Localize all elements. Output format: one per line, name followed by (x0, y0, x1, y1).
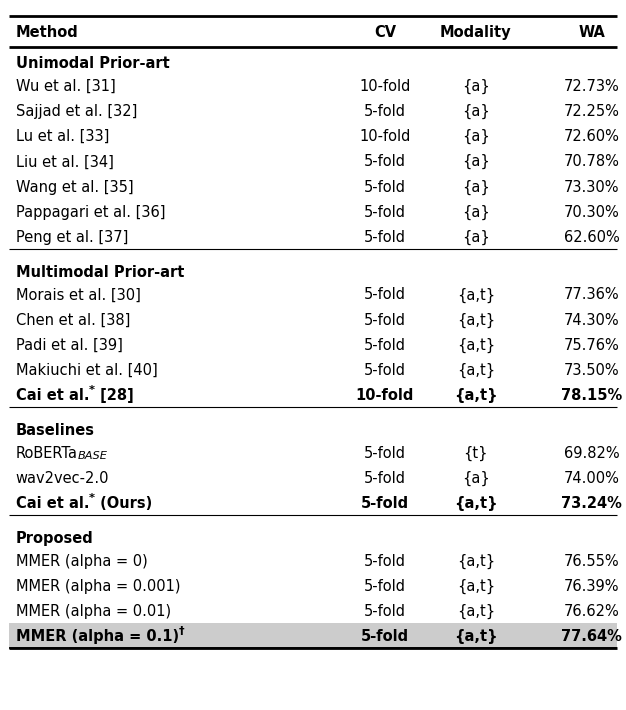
Text: 70.30%: 70.30% (563, 204, 620, 219)
Text: {a}: {a} (462, 471, 490, 486)
Text: CV: CV (374, 25, 396, 40)
Text: Wu et al. [31]: Wu et al. [31] (16, 79, 115, 94)
Text: {a}: {a} (462, 230, 490, 245)
Text: 5-fold: 5-fold (364, 288, 406, 302)
Text: {a}: {a} (462, 154, 490, 170)
Text: Baselines: Baselines (16, 423, 95, 438)
Text: 76.39%: 76.39% (564, 579, 619, 594)
Text: MMER (alpha = 0.1): MMER (alpha = 0.1) (16, 629, 179, 644)
Text: {a,t}: {a,t} (454, 629, 498, 644)
Text: WA: WA (578, 25, 605, 40)
Text: RoBERTa: RoBERTa (16, 446, 78, 461)
Text: 76.62%: 76.62% (563, 604, 620, 619)
Text: Wang et al. [35]: Wang et al. [35] (16, 180, 133, 195)
Text: 5-fold: 5-fold (364, 363, 406, 378)
Text: 72.60%: 72.60% (563, 129, 620, 144)
Text: [28]: [28] (95, 388, 134, 403)
Text: 75.76%: 75.76% (563, 338, 620, 353)
Text: MMER (alpha = 0): MMER (alpha = 0) (16, 554, 147, 569)
Text: {a,t}: {a,t} (457, 554, 495, 569)
Text: 73.50%: 73.50% (564, 363, 619, 378)
Text: 77.36%: 77.36% (564, 288, 619, 302)
Text: {a}: {a} (462, 180, 490, 195)
Text: Peng et al. [37]: Peng et al. [37] (16, 230, 128, 245)
Text: 77.64%: 77.64% (561, 629, 622, 644)
Text: {a,t}: {a,t} (457, 604, 495, 619)
Text: {a}: {a} (462, 79, 490, 94)
Text: 5-fold: 5-fold (364, 471, 406, 486)
Text: Cai et al.: Cai et al. (16, 388, 89, 403)
Text: {a,t}: {a,t} (457, 288, 495, 302)
Text: Unimodal Prior-art: Unimodal Prior-art (16, 56, 170, 71)
Text: {a,t}: {a,t} (457, 338, 495, 353)
Text: 73.30%: 73.30% (564, 180, 619, 195)
Text: Cai et al.: Cai et al. (16, 496, 89, 511)
Text: Method: Method (16, 25, 78, 40)
Text: {a}: {a} (462, 129, 490, 144)
Text: Multimodal Prior-art: Multimodal Prior-art (16, 265, 184, 280)
Text: Modality: Modality (440, 25, 511, 40)
Text: *: * (89, 386, 95, 395)
Text: 10-fold: 10-fold (359, 129, 411, 144)
Text: 10-fold: 10-fold (359, 79, 411, 94)
Text: BASE: BASE (78, 451, 108, 461)
Text: (Ours): (Ours) (95, 496, 152, 511)
Text: 62.60%: 62.60% (563, 230, 620, 245)
Text: 10-fold: 10-fold (356, 388, 414, 403)
Bar (9, 623, 617, 648)
Text: Sajjad et al. [32]: Sajjad et al. [32] (16, 104, 137, 119)
Text: {a,t}: {a,t} (457, 579, 495, 594)
Text: 69.82%: 69.82% (564, 446, 619, 461)
Text: {a,t}: {a,t} (454, 388, 498, 403)
Text: 5-fold: 5-fold (361, 629, 409, 644)
Text: 5-fold: 5-fold (364, 338, 406, 353)
Text: 5-fold: 5-fold (364, 154, 406, 169)
Text: 5-fold: 5-fold (364, 579, 406, 594)
Text: Pappagari et al. [36]: Pappagari et al. [36] (16, 204, 165, 219)
Text: Makiuchi et al. [40]: Makiuchi et al. [40] (16, 363, 157, 378)
Text: 73.24%: 73.24% (561, 496, 622, 511)
Text: 72.73%: 72.73% (563, 79, 620, 94)
Text: {t}: {t} (463, 446, 488, 461)
Text: Chen et al. [38]: Chen et al. [38] (16, 312, 130, 327)
Text: {a}: {a} (462, 104, 490, 119)
Text: 70.78%: 70.78% (563, 154, 620, 169)
Text: Lu et al. [33]: Lu et al. [33] (16, 129, 109, 144)
Text: 78.15%: 78.15% (561, 388, 622, 403)
Text: Liu et al. [34]: Liu et al. [34] (16, 154, 113, 169)
Text: Proposed: Proposed (16, 531, 93, 546)
Text: 5-fold: 5-fold (364, 446, 406, 461)
Text: 5-fold: 5-fold (364, 104, 406, 119)
Text: wav2vec-2.0: wav2vec-2.0 (16, 471, 109, 486)
Text: {a}: {a} (462, 204, 490, 220)
Text: Morais et al. [30]: Morais et al. [30] (16, 288, 140, 302)
Text: MMER (alpha = 0.01): MMER (alpha = 0.01) (16, 604, 171, 619)
Text: 5-fold: 5-fold (364, 312, 406, 327)
Text: 76.55%: 76.55% (564, 554, 619, 569)
Text: {a,t}: {a,t} (457, 312, 495, 328)
Text: *: * (89, 493, 95, 503)
Text: {a,t}: {a,t} (457, 363, 495, 378)
Text: 74.00%: 74.00% (563, 471, 620, 486)
Text: †: † (179, 626, 185, 636)
Text: 5-fold: 5-fold (364, 180, 406, 195)
Text: 74.30%: 74.30% (564, 312, 619, 327)
Text: 5-fold: 5-fold (364, 554, 406, 569)
Text: 5-fold: 5-fold (364, 604, 406, 619)
Text: 5-fold: 5-fold (364, 230, 406, 245)
Text: 5-fold: 5-fold (361, 496, 409, 511)
Text: 72.25%: 72.25% (563, 104, 620, 119)
Text: Padi et al. [39]: Padi et al. [39] (16, 338, 123, 353)
Text: MMER (alpha = 0.001): MMER (alpha = 0.001) (16, 579, 180, 594)
Text: 5-fold: 5-fold (364, 204, 406, 219)
Text: {a,t}: {a,t} (454, 496, 498, 511)
